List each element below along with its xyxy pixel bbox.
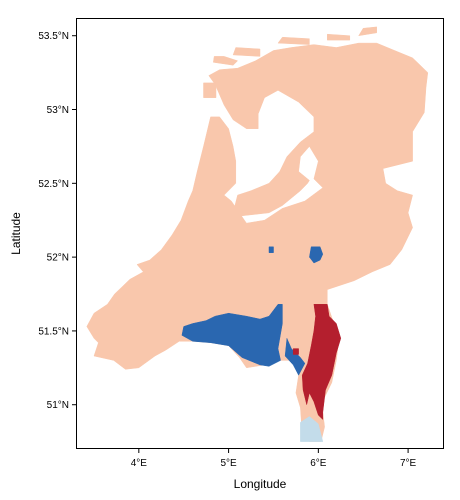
map-regions bbox=[86, 26, 429, 442]
region-peach-1 bbox=[203, 82, 217, 98]
plot-frame bbox=[76, 18, 444, 449]
region-peach-6 bbox=[358, 26, 377, 37]
y-tick-label: 53.5°N bbox=[38, 31, 69, 42]
region-dark-blue-10 bbox=[268, 246, 274, 253]
region-peach-0 bbox=[86, 42, 429, 442]
region-peach-5 bbox=[327, 33, 351, 41]
region-peach-2 bbox=[213, 56, 239, 66]
y-tick-label: 53°N bbox=[47, 105, 69, 116]
y-tick-label: 51°N bbox=[47, 400, 69, 411]
x-axis: 4°E 5°E 6°E 7°E bbox=[131, 449, 417, 469]
x-axis-title: Longitude bbox=[234, 477, 287, 491]
region-dark-red-12 bbox=[292, 348, 299, 355]
x-tick-label: 4°E bbox=[131, 458, 148, 469]
y-tick-label: 51.5°N bbox=[38, 326, 69, 337]
region-peach-4 bbox=[277, 36, 310, 45]
y-axis: 51°N 51.5°N 52°N 52.5°N 53°N 53.5°N bbox=[38, 31, 76, 411]
x-tick-label: 5°E bbox=[220, 458, 237, 469]
region-dark-blue-9 bbox=[309, 246, 324, 264]
region-peach-3 bbox=[232, 47, 261, 57]
y-axis-title: Latitude bbox=[9, 212, 23, 255]
y-tick-label: 52.5°N bbox=[38, 179, 69, 190]
x-tick-label: 7°E bbox=[400, 458, 417, 469]
region-dark-blue-8 bbox=[284, 337, 306, 376]
region-dark-blue-7 bbox=[181, 304, 283, 367]
region-dark-red-11 bbox=[301, 304, 342, 421]
region-light-blue-13 bbox=[300, 416, 324, 442]
y-tick-label: 52°N bbox=[47, 253, 69, 264]
x-tick-label: 6°E bbox=[310, 458, 327, 469]
